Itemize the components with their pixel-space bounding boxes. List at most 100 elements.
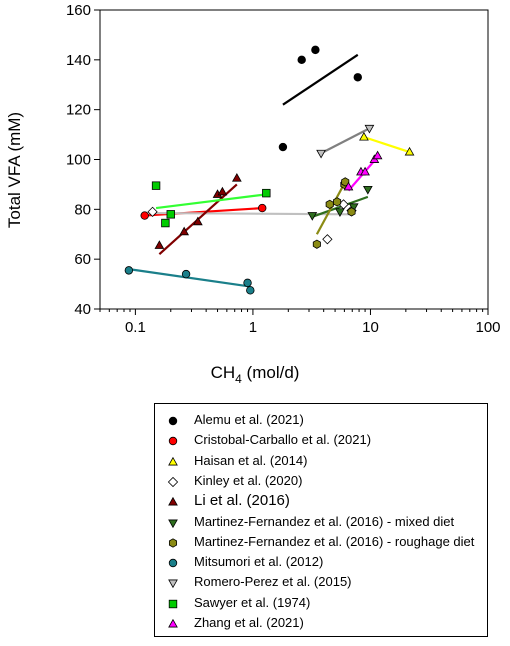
legend-item: Zhang et al. (2021) [155, 614, 487, 634]
legend-label: Alemu et al. (2021) [194, 412, 304, 427]
legend-item: Cristobal-Carballo et al. (2021) [155, 431, 487, 451]
legend-label: Mitsumori et al. (2012) [194, 554, 324, 570]
data-point-series-1 [140, 211, 149, 220]
data-point-series-0 [297, 55, 306, 65]
data-point-series-10 [372, 150, 383, 160]
data-point-series-2 [359, 131, 369, 141]
legend-item: Martinez-Fernandez et al. (2016) - mixed… [155, 513, 487, 533]
x-tick-label: 10 [362, 319, 379, 336]
data-point-series-0 [311, 45, 320, 55]
data-point-series-3 [322, 234, 333, 245]
data-point-series-4 [154, 240, 165, 249]
legend-marker [168, 497, 178, 506]
data-point-series-4 [192, 216, 203, 226]
legend-marker-shape [168, 437, 178, 446]
x-tick-label: 0.1 [125, 319, 146, 336]
data-point-series-2 [404, 146, 415, 156]
axes: 40 60 80 100 120 140 160 0.1 1 10 100 [66, 2, 501, 336]
legend-label: Romero-Perez et al. (2015) [194, 574, 352, 590]
legend-item: Alemu et al. (2021) [155, 411, 487, 431]
fit-line-series-1 [144, 206, 263, 217]
fit-line-series-5 [311, 195, 369, 218]
legend-label: Cristobal-Carballo et al. (2021) [194, 432, 372, 448]
data-point-series-9 [161, 218, 170, 228]
data-point-series-10 [360, 166, 370, 176]
fit-line-series-9 [155, 193, 267, 210]
data-point-series-6 [325, 199, 334, 209]
y-tick-label: 120 [66, 102, 91, 119]
data-point-series-9 [151, 181, 161, 190]
legend-marker [168, 618, 178, 628]
data-point-series-1 [258, 203, 267, 213]
data-point-series-7 [124, 266, 134, 275]
legend-marker [168, 519, 178, 528]
legend-item: Haisan et al. (2014) [155, 452, 487, 472]
legend-marker [168, 599, 178, 608]
legend-item: Martinez-Fernandez et al. (2016) - rough… [155, 533, 487, 553]
plot-frame [99, 9, 489, 310]
legend-marker-shape [168, 599, 178, 608]
legend-marker [168, 437, 178, 446]
data-point-series-6 [312, 239, 321, 249]
legend-marker-shape [168, 618, 178, 628]
x-tick-label: 1 [249, 319, 257, 336]
data-point-series-0 [278, 142, 288, 152]
legend-label: Martinez-Fernandez et al. (2016) - rough… [194, 533, 475, 549]
data-point-series-9 [166, 210, 175, 219]
data-point-series-6 [333, 197, 342, 207]
legend-marker-shape [168, 558, 178, 568]
legend-marker [168, 538, 178, 548]
legend-label: Kinley et al. (2020) [194, 472, 303, 488]
legend-label: Haisan et al. (2014) [194, 452, 308, 468]
fit-line-series-8 [320, 127, 370, 155]
data-point-series-5 [362, 185, 373, 195]
legend-item: Kinley et al. (2020) [155, 472, 487, 492]
legend-item: Sawyer et al. (1974) [155, 594, 487, 614]
data-point-series-5 [307, 212, 318, 221]
data-point-series-4 [217, 186, 228, 196]
data-point-series-4 [231, 173, 242, 182]
data-points [124, 45, 415, 295]
fit-line-series-0 [282, 53, 359, 106]
data-point-series-5 [335, 208, 345, 218]
legend-label: Zhang et al. (2021) [194, 615, 304, 630]
data-point-series-9 [262, 188, 271, 198]
data-point-series-7 [246, 286, 255, 295]
legend-label: Martinez-Fernandez et al. (2016) - mixed… [194, 513, 455, 529]
data-point-series-10 [343, 181, 354, 191]
legend-item: Li et al. (2016) [155, 492, 487, 512]
data-point-series-3 [147, 206, 158, 217]
chart: 40 60 80 100 120 140 160 0.1 1 10 100 Total VFA (m… [5, 2, 501, 386]
legend-marker [167, 476, 179, 488]
y-tick-label: 40 [74, 301, 91, 318]
data-point-series-6 [341, 177, 350, 187]
legend-item: Romero-Perez et al. (2015) [155, 573, 487, 593]
x-axis-label: CH4 (mol/d) [211, 363, 300, 386]
fit-lines [128, 53, 410, 288]
legend-marker-shape [168, 538, 178, 548]
legend-marker [168, 416, 178, 426]
legend-marker-shape [168, 456, 178, 466]
y-tick-label: 80 [74, 201, 91, 218]
fit-line-series-2 [363, 136, 410, 154]
legend-marker [168, 579, 178, 589]
y-tick-label: 140 [66, 52, 91, 69]
legend-item: Mitsumori et al. (2012) [155, 553, 487, 573]
y-tick-label: 100 [66, 152, 91, 169]
legend: Alemu et al. (2021) Cristobal-Carballo et… [154, 403, 488, 637]
data-point-series-0 [353, 73, 362, 82]
data-point-series-6 [347, 207, 356, 217]
legend-marker-shape [167, 476, 179, 488]
legend-marker [168, 456, 178, 466]
y-axis-label: Total VFA (mM) [5, 112, 24, 228]
legend-marker-shape [168, 416, 178, 426]
data-point-series-8 [316, 149, 326, 159]
y-tick-label: 160 [66, 2, 91, 19]
legend-marker-shape [168, 497, 178, 506]
y-tick-label: 60 [74, 251, 91, 268]
x-tick-label: 100 [475, 319, 500, 336]
legend-label: Sawyer et al. (1974) [194, 594, 311, 610]
legend-label: Li et al. (2016) [194, 492, 290, 510]
data-point-series-4 [179, 226, 190, 236]
legend-marker-shape [168, 579, 178, 589]
